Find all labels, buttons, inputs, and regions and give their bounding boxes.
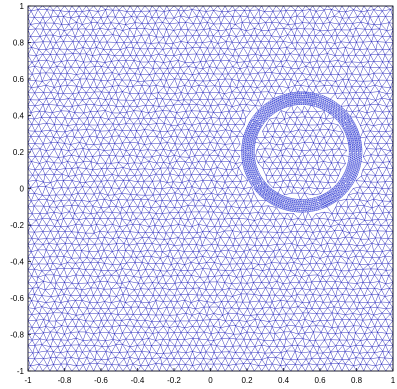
y-tick-label: 0.4 [13, 112, 25, 121]
y-tick-label: -0.8 [10, 331, 24, 340]
y-tick-label: 1 [20, 2, 25, 11]
mesh-layer [27, 5, 394, 372]
x-tick-label: -0.4 [131, 376, 145, 385]
x-tick-label: 0.8 [351, 376, 363, 385]
y-tick-label: -0.6 [10, 294, 24, 303]
x-tick-label: -0.8 [58, 376, 72, 385]
x-tick-label: 0.4 [278, 376, 290, 385]
x-tick-label: -0.6 [94, 376, 108, 385]
x-tick-label: -1 [24, 376, 32, 385]
x-tick-label: 0.6 [314, 376, 326, 385]
x-tick-label: 0.2 [241, 376, 253, 385]
y-tick-label: -0.2 [10, 221, 24, 230]
refined-ring-mesh [241, 91, 363, 213]
y-tick-label: -1 [17, 367, 25, 376]
mesh-edges [27, 5, 394, 372]
x-tick-label: 0 [208, 376, 213, 385]
y-axis-ticks: 1 0.8 0.6 0.4 0.2 0 -0.2 -0.4 -0.6 -0.8 -1 [10, 2, 31, 376]
y-tick-label: 0 [20, 185, 25, 194]
x-tick-label: -0.2 [167, 376, 181, 385]
y-tick-label: -0.4 [10, 258, 24, 267]
x-tick-label: 1 [391, 376, 396, 385]
y-tick-label: 0.8 [13, 39, 25, 48]
y-tick-label: 0.2 [13, 148, 25, 157]
y-tick-label: 0.6 [13, 75, 25, 84]
x-axis-ticks: -1 -0.8 -0.6 -0.4 -0.2 0 0.2 0.4 0.6 0.8 1 [24, 368, 396, 385]
ring-edges [241, 91, 363, 213]
